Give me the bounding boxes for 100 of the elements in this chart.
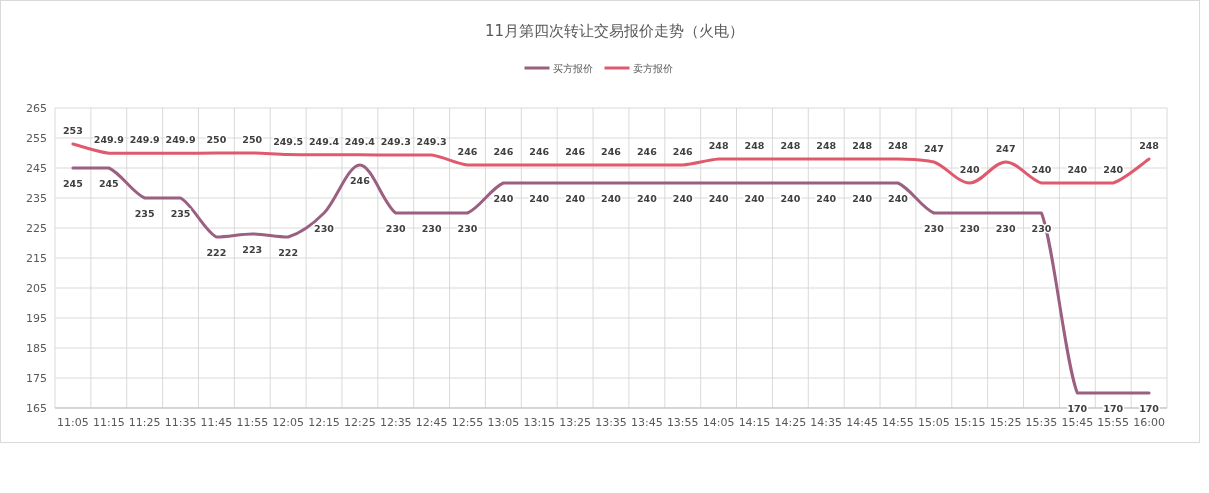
- data-label: 253: [63, 125, 83, 136]
- y-tick-label: 255: [26, 132, 47, 145]
- data-label: 240: [1067, 164, 1088, 175]
- x-tick-label: 11:45: [200, 416, 233, 429]
- x-tick-label: 13:45: [631, 416, 663, 429]
- x-tick-label: 12:35: [379, 416, 412, 429]
- data-label: 222: [278, 247, 299, 258]
- data-label: 249.9: [165, 134, 196, 146]
- data-label: 246: [349, 175, 371, 186]
- x-tick-label: 14:15: [738, 416, 771, 429]
- data-label: 246: [636, 146, 658, 157]
- x-tick-label: 12:05: [272, 416, 305, 429]
- data-label: 249.3: [380, 136, 411, 148]
- data-label: 248: [708, 140, 729, 151]
- chart-title: 11月第四次转让交易报价走势（火电）: [484, 22, 745, 40]
- x-tick-label: 11:55: [236, 416, 269, 429]
- data-label: 230: [959, 223, 981, 234]
- x-tick-label: 15:05: [917, 416, 950, 429]
- x-tick-label: 11:15: [92, 416, 125, 429]
- x-tick-label: 15:15: [953, 416, 986, 429]
- x-tick-label: 11:35: [164, 416, 197, 429]
- data-label: 240: [636, 193, 658, 204]
- data-label: 240: [888, 193, 909, 204]
- data-label: 247: [995, 143, 1016, 154]
- x-tick-label: 15:45: [1061, 416, 1094, 429]
- data-label: 246: [457, 146, 478, 157]
- data-label: 230: [923, 223, 945, 234]
- data-label: 240: [529, 193, 550, 204]
- data-label: 240: [1103, 164, 1124, 175]
- x-tick-label: 13:55: [666, 416, 699, 429]
- data-label: 246: [601, 146, 622, 157]
- data-label: 230: [457, 223, 478, 234]
- data-label: 230: [385, 223, 407, 234]
- data-label: 246: [565, 146, 586, 157]
- x-tick-label: 14:35: [810, 416, 843, 429]
- data-label: 248: [744, 140, 765, 151]
- x-tick-label: 11:05: [57, 416, 89, 429]
- y-tick-label: 235: [26, 192, 47, 205]
- data-label: 249.5: [273, 135, 304, 147]
- data-label: 250: [206, 134, 227, 145]
- data-label: 240: [708, 193, 729, 204]
- data-label: 223: [242, 244, 263, 255]
- data-label: 246: [529, 146, 550, 157]
- data-label: 248: [888, 140, 909, 151]
- data-label: 249.4: [309, 135, 340, 147]
- data-label: 240: [1031, 164, 1052, 175]
- data-label: 170: [1103, 403, 1124, 414]
- y-tick-label: 225: [26, 222, 47, 235]
- y-tick-label: 245: [26, 162, 47, 175]
- data-label: 240: [493, 193, 514, 204]
- x-tick-label: 13:05: [487, 416, 520, 429]
- data-label: 240: [816, 193, 837, 204]
- data-label: 245: [98, 178, 119, 189]
- data-label: 245: [63, 178, 83, 189]
- data-label: 170: [1139, 403, 1160, 414]
- data-label: 240: [852, 193, 873, 204]
- y-tick-label: 175: [26, 372, 47, 385]
- data-label: 240: [565, 193, 586, 204]
- data-label: 248: [780, 140, 801, 151]
- y-tick-label: 265: [26, 102, 47, 115]
- data-label: 235: [170, 208, 191, 219]
- x-tick-label: 14:55: [882, 416, 914, 429]
- data-label: 248: [852, 140, 873, 151]
- data-label: 246: [493, 146, 514, 157]
- data-label: 235: [134, 208, 155, 219]
- data-label: 230: [995, 223, 1016, 234]
- x-tick-label: 11:25: [128, 416, 161, 429]
- x-tick-label: 14:45: [846, 416, 878, 429]
- x-tick-label: 15:55: [1097, 416, 1130, 429]
- data-label: 240: [959, 164, 981, 175]
- data-label: 230: [314, 223, 335, 234]
- data-label: 170: [1067, 403, 1088, 414]
- x-tick-label: 14:05: [702, 416, 735, 429]
- x-tick-label: 13:25: [559, 416, 591, 429]
- y-tick-label: 185: [26, 342, 47, 355]
- x-tick-label: 14:25: [774, 416, 807, 429]
- data-label: 240: [601, 193, 622, 204]
- data-label: 248: [816, 140, 837, 151]
- data-label: 249.4: [344, 135, 376, 147]
- x-tick-label: 12:25: [344, 416, 376, 429]
- data-label: 246: [672, 146, 694, 157]
- data-label: 247: [923, 143, 944, 154]
- x-tick-label: 12:15: [308, 416, 340, 429]
- data-label: 240: [780, 193, 801, 204]
- data-label: 230: [421, 223, 442, 234]
- x-tick-label: 12:45: [415, 416, 448, 429]
- legend-label: 买方报价: [552, 63, 593, 74]
- data-label: 249.3: [416, 136, 447, 148]
- x-tick-label: 12:55: [451, 416, 484, 429]
- y-tick-label: 215: [26, 252, 47, 265]
- data-label: 240: [744, 193, 765, 204]
- y-tick-label: 165: [26, 402, 47, 415]
- data-label: 249.9: [93, 134, 124, 146]
- data-label: 250: [242, 134, 263, 145]
- data-label: 240: [672, 193, 694, 204]
- x-tick-label: 13:35: [595, 416, 627, 429]
- y-tick-label: 195: [26, 312, 47, 325]
- data-label: 249.9: [129, 134, 160, 146]
- y-tick-label: 205: [26, 282, 47, 295]
- x-tick-label: 15:25: [989, 416, 1022, 429]
